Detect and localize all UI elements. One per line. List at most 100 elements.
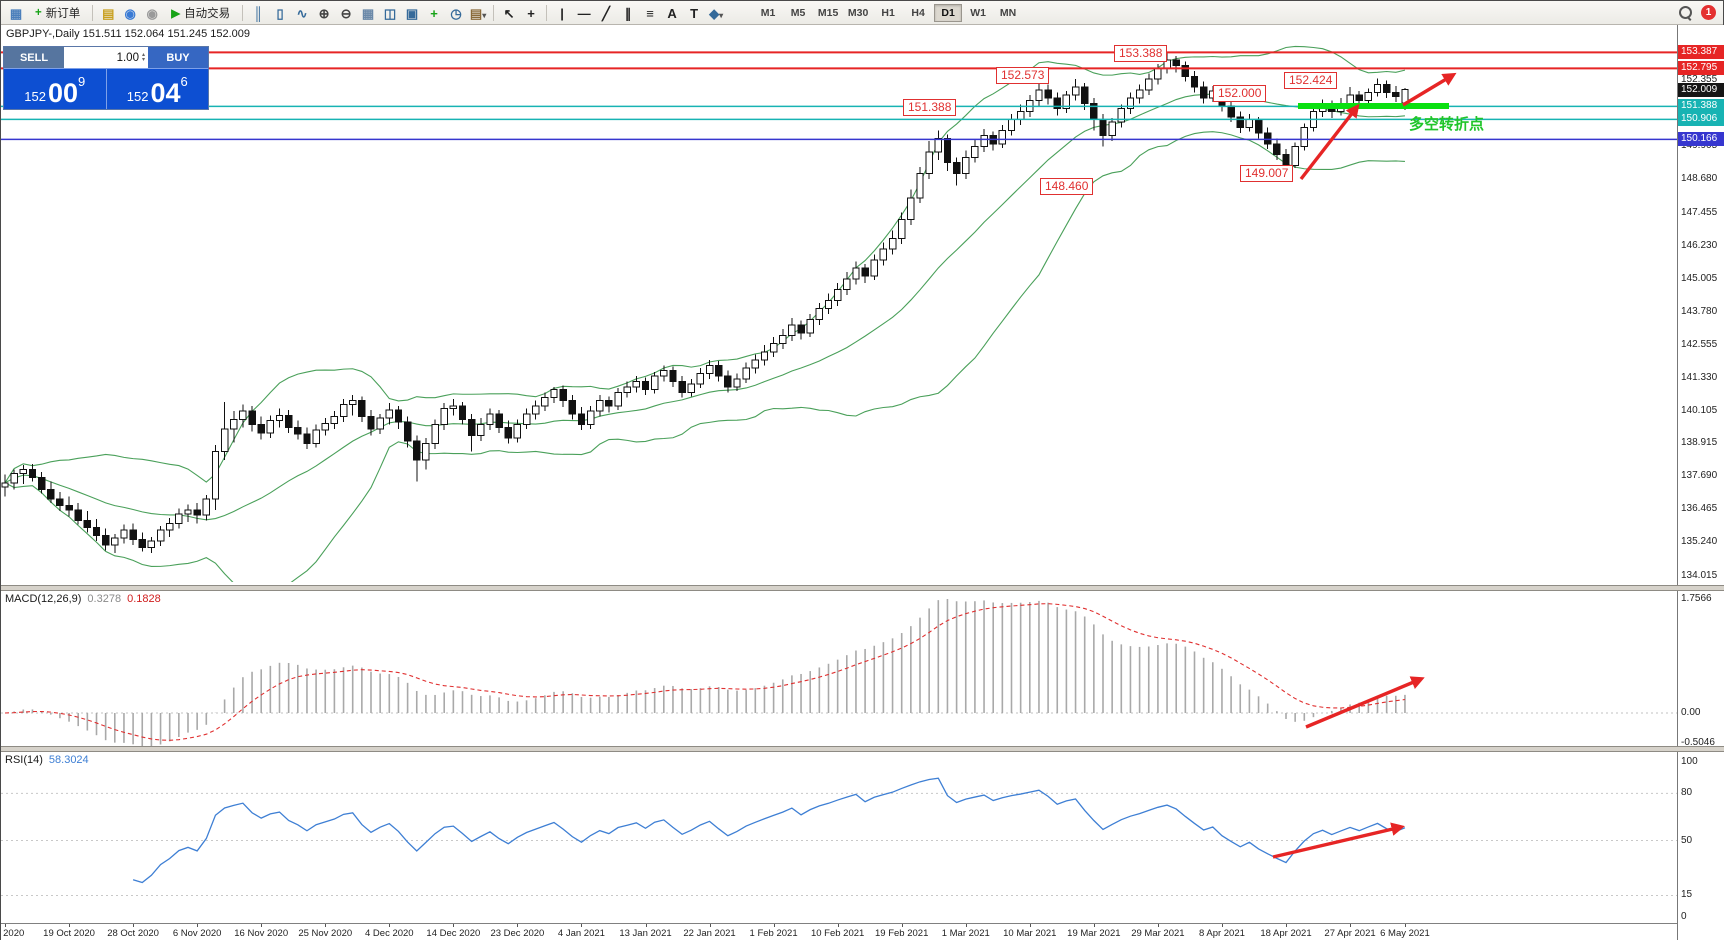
bid-pip-digit: 9 — [78, 74, 86, 89]
sell-button[interactable]: SELL — [4, 47, 64, 68]
price-scale-label: 147.455 — [1681, 206, 1718, 218]
date-tick — [325, 924, 327, 927]
date-tick — [261, 924, 263, 927]
crosshair-icon[interactable]: + — [527, 5, 535, 21]
zoom-out-icon[interactable]: ⊖ — [340, 5, 352, 21]
rsi-scale-label: 80 — [1681, 787, 1693, 799]
shapes-icon[interactable]: ◆▾ — [709, 5, 724, 21]
date-tick — [517, 924, 519, 927]
date-label: 28 Oct 2020 — [107, 928, 159, 939]
macd-label: MACD(12,26,9) 0.3278 0.1828 — [5, 593, 161, 605]
date-tick — [1093, 924, 1095, 927]
timeframe-w1[interactable]: W1 — [970, 6, 986, 19]
autotrading-button-label: 自动交易 — [184, 7, 231, 20]
timeframe-h1[interactable]: H1 — [881, 6, 895, 19]
text-icon[interactable]: A — [667, 5, 677, 21]
date-tick — [389, 924, 391, 927]
new-order-button-icon: + — [35, 6, 42, 19]
ask-pip-digit: 6 — [180, 74, 188, 89]
date-label: 16 Nov 2020 — [234, 928, 289, 939]
macd-name: MACD(12,26,9) — [5, 593, 82, 605]
tile-windows-icon[interactable]: ◫ — [383, 5, 397, 21]
timeframe-m15[interactable]: M15 — [817, 6, 839, 19]
cursor-icon[interactable]: ↖ — [503, 5, 515, 21]
timeframe-m1[interactable]: M1 — [760, 6, 776, 19]
price-scale-label: 140.105 — [1681, 405, 1718, 417]
price-scale-label: 141.330 — [1681, 371, 1718, 383]
new-chart-icon[interactable]: ▦ — [9, 5, 23, 21]
toolbar: ▦ + 新订单 ▤ ◉ ◉ ▶ 自动交易 ║ ▯ ∿ ⊕ ⊖ ▦ ◫ ▣ + ◷ ▤▾ ↖ + | — ╱ ∥ ≡ A T ◆▾ M1 M… — [1, 1, 1723, 25]
date-tick — [5, 924, 6, 927]
search-icon[interactable] — [1679, 5, 1693, 20]
date-label: 22 Jan 2021 — [683, 928, 736, 939]
price-badge: 150.906 — [1678, 112, 1724, 127]
indicators-icon[interactable]: + — [430, 5, 438, 21]
macd-scale-min: -0.5046 — [1681, 737, 1715, 748]
price-scale[interactable]: 152.355149.905148.680147.455146.230145.0… — [1677, 25, 1724, 940]
bar-chart-icon[interactable]: ║ — [253, 5, 263, 21]
vertical-line-icon[interactable]: | — [560, 5, 564, 21]
date-tick — [453, 924, 455, 927]
signals-icon[interactable]: ◉ — [146, 5, 158, 21]
cascade-windows-icon[interactable]: ▣ — [405, 5, 419, 21]
date-tick — [901, 924, 903, 927]
rsi-panel-separator[interactable] — [1, 746, 1724, 752]
grid-icon[interactable]: ▦ — [361, 5, 375, 21]
timeframe-m30[interactable]: M30 — [847, 6, 869, 19]
channel-icon[interactable]: ∥ — [624, 5, 632, 21]
rsi-scale-label: 100 — [1681, 756, 1698, 767]
volume-value: 1.00 — [116, 51, 139, 64]
macd-panel-separator[interactable] — [1, 585, 1724, 591]
date-label: 6 Nov 2020 — [172, 928, 222, 939]
date-tick — [645, 924, 647, 927]
horizontal-line-icon[interactable]: — — [577, 5, 591, 21]
date-tick — [1404, 924, 1406, 927]
price-scale-label: 146.230 — [1681, 239, 1718, 251]
new-order-button[interactable]: + 新订单 — [27, 3, 88, 23]
spinner-up-icon[interactable]: ▴ — [141, 51, 145, 58]
macd-scale-max: 1.7566 — [1681, 593, 1712, 604]
date-label: 25 Nov 2020 — [298, 928, 353, 939]
date-tick — [1029, 924, 1031, 927]
bid-price[interactable]: 152 00 9 — [4, 69, 106, 109]
price-scale-label: 134.015 — [1681, 569, 1718, 581]
spinner-down-icon[interactable]: ▾ — [141, 56, 145, 63]
volume-input[interactable]: 1.00 ▴ ▾ — [64, 47, 148, 68]
date-tick — [581, 924, 583, 927]
date-axis[interactable]: Oct 2020 19 Oct 2020 28 Oct 2020 6 Nov 2020… — [1, 923, 1677, 940]
notification-badge[interactable]: 1 — [1701, 5, 1716, 20]
ask-prefix: 152 — [126, 89, 149, 105]
fibonacci-icon[interactable]: ≡ — [646, 5, 654, 21]
line-chart-icon[interactable]: ∿ — [296, 5, 308, 21]
dropdown-arrow-icon: ▾ — [719, 10, 724, 20]
date-tick — [1157, 924, 1159, 927]
label-icon[interactable]: T — [690, 5, 699, 21]
date-label: 6 May 2021 — [1380, 928, 1430, 939]
toolbar-separator — [242, 4, 244, 21]
zoom-in-icon[interactable]: ⊕ — [318, 5, 330, 21]
date-label: 23 Dec 2020 — [490, 928, 545, 939]
templates-icon[interactable]: ▤▾ — [469, 5, 487, 21]
timeframe-toolbar: M1 M5 M15 M30 H1 H4 D1 W1 MN — [753, 3, 1023, 22]
date-label: Oct 2020 — [1, 928, 25, 939]
dropdown-arrow-icon: ▾ — [482, 10, 487, 20]
autotrading-button[interactable]: ▶ 自动交易 — [163, 3, 238, 23]
timeframe-d1[interactable]: D1 — [934, 3, 963, 22]
buy-button[interactable]: BUY — [148, 47, 208, 68]
period-icon[interactable]: ◷ — [450, 5, 462, 21]
timeframe-h4[interactable]: H4 — [911, 6, 925, 19]
date-tick — [1350, 924, 1352, 927]
timeframe-mn[interactable]: MN — [999, 6, 1017, 19]
timeframe-m5[interactable]: M5 — [790, 6, 806, 19]
trendline-icon[interactable]: ╱ — [602, 5, 610, 21]
candlestick-icon[interactable]: ▯ — [276, 5, 284, 21]
market-icon[interactable]: ◉ — [124, 5, 136, 21]
ask-price[interactable]: 152 04 6 — [105, 69, 209, 109]
date-label: 19 Feb 2021 — [875, 928, 929, 939]
metaeditor-icon[interactable]: ▤ — [102, 5, 115, 21]
macd-main-value: 0.3278 — [87, 593, 122, 605]
date-label: 13 Jan 2021 — [619, 928, 672, 939]
volume-spinner[interactable]: ▴ ▾ — [141, 51, 145, 63]
toolbar-separator — [92, 4, 94, 21]
